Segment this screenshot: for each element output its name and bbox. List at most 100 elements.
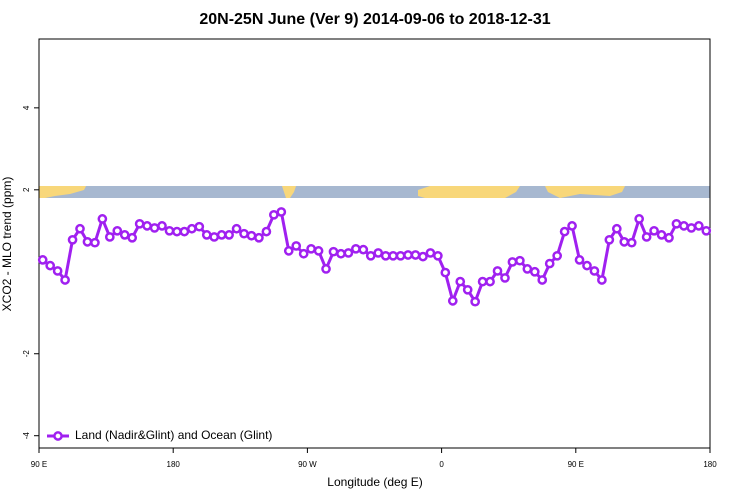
data-point bbox=[679, 221, 689, 231]
data-point bbox=[45, 260, 56, 271]
data-point bbox=[671, 218, 682, 229]
data-point bbox=[604, 234, 615, 245]
data-point bbox=[52, 266, 63, 276]
data-point bbox=[216, 230, 227, 240]
data-point bbox=[388, 250, 398, 261]
data-point bbox=[127, 232, 138, 243]
data-point bbox=[395, 250, 406, 261]
data-point bbox=[433, 250, 443, 261]
data-point bbox=[597, 275, 607, 285]
data-point bbox=[201, 230, 212, 240]
data-point bbox=[492, 266, 503, 276]
data-point bbox=[500, 273, 510, 283]
data-point bbox=[224, 230, 234, 240]
data-point bbox=[291, 241, 302, 251]
data-point bbox=[656, 230, 667, 240]
data-point bbox=[239, 228, 249, 239]
data-point bbox=[164, 225, 175, 236]
data-point bbox=[701, 225, 712, 236]
data-point bbox=[664, 232, 674, 243]
x-tick-label: 90 E bbox=[568, 460, 584, 469]
data-point bbox=[522, 264, 533, 274]
data-point bbox=[529, 266, 540, 277]
data-point bbox=[380, 250, 391, 261]
data-point bbox=[425, 248, 436, 258]
data-point bbox=[283, 246, 294, 256]
data-point bbox=[336, 248, 346, 259]
data-point bbox=[157, 221, 167, 231]
data-point bbox=[649, 225, 659, 236]
data-point bbox=[455, 276, 466, 287]
data-point bbox=[75, 223, 85, 234]
data-point bbox=[119, 230, 130, 240]
y-axis-label: XCO2 - MLO trend (ppm) bbox=[0, 177, 14, 312]
data-point bbox=[194, 221, 205, 232]
data-point bbox=[149, 223, 160, 233]
data-point bbox=[515, 255, 525, 266]
legend-label: Land (Nadir&Glint) and Ocean (Glint) bbox=[75, 428, 272, 442]
legend-marker bbox=[53, 431, 63, 441]
y-tick-label: 4 bbox=[22, 105, 31, 110]
data-point bbox=[574, 255, 585, 265]
y-tick-label: 2 bbox=[22, 187, 31, 192]
data-point bbox=[186, 223, 197, 234]
y-tick-label: -4 bbox=[22, 432, 31, 440]
data-point bbox=[246, 230, 257, 241]
data-point bbox=[328, 246, 339, 257]
x-axis-label: Longitude (deg E) bbox=[327, 475, 422, 489]
data-point bbox=[90, 237, 100, 248]
data-point bbox=[447, 296, 458, 306]
data-point bbox=[97, 214, 108, 224]
data-point bbox=[104, 232, 115, 242]
data-point bbox=[298, 248, 309, 259]
data-point bbox=[351, 243, 361, 254]
data-point bbox=[358, 244, 369, 255]
data-point bbox=[276, 207, 287, 217]
data-point bbox=[567, 221, 577, 231]
data-point bbox=[470, 296, 480, 307]
data-point bbox=[60, 275, 70, 285]
data-point bbox=[582, 260, 592, 271]
data-point bbox=[537, 275, 548, 285]
data-point bbox=[619, 237, 630, 247]
data-point bbox=[373, 248, 384, 258]
data-point bbox=[142, 221, 152, 231]
data-point bbox=[440, 267, 451, 278]
data-point bbox=[179, 226, 190, 237]
data-point bbox=[485, 276, 495, 287]
data-point bbox=[67, 234, 78, 245]
data-point bbox=[112, 225, 123, 236]
data-point bbox=[254, 232, 264, 243]
data-point bbox=[611, 223, 622, 234]
data-point bbox=[365, 250, 376, 261]
data-point bbox=[321, 264, 331, 274]
data-point bbox=[693, 221, 704, 231]
data-point bbox=[552, 250, 563, 261]
map-strip bbox=[39, 186, 710, 198]
data-point bbox=[641, 232, 652, 242]
data-point bbox=[134, 218, 145, 229]
data-point bbox=[589, 266, 600, 276]
data-point bbox=[418, 251, 428, 262]
data-point bbox=[261, 226, 272, 237]
y-tick-label: -2 bbox=[22, 350, 31, 358]
x-tick-label: 0 bbox=[439, 460, 444, 469]
chart-title: 20N-25N June (Ver 9) 2014-09-06 to 2018-… bbox=[199, 11, 550, 28]
data-point bbox=[477, 276, 488, 287]
data-point bbox=[209, 232, 220, 242]
x-tick-label: 180 bbox=[167, 460, 181, 469]
data-point bbox=[686, 223, 697, 233]
data-point bbox=[343, 248, 354, 258]
plot-frame bbox=[38, 38, 711, 449]
data-point bbox=[269, 209, 279, 220]
data-point bbox=[507, 257, 518, 267]
data-point bbox=[626, 237, 637, 248]
data-point bbox=[403, 250, 413, 260]
data-point bbox=[559, 226, 570, 237]
data-point bbox=[462, 284, 473, 295]
x-tick-label: 90 W bbox=[298, 460, 317, 469]
data-point bbox=[306, 243, 316, 254]
data-point bbox=[37, 255, 48, 265]
data-point bbox=[313, 246, 324, 256]
